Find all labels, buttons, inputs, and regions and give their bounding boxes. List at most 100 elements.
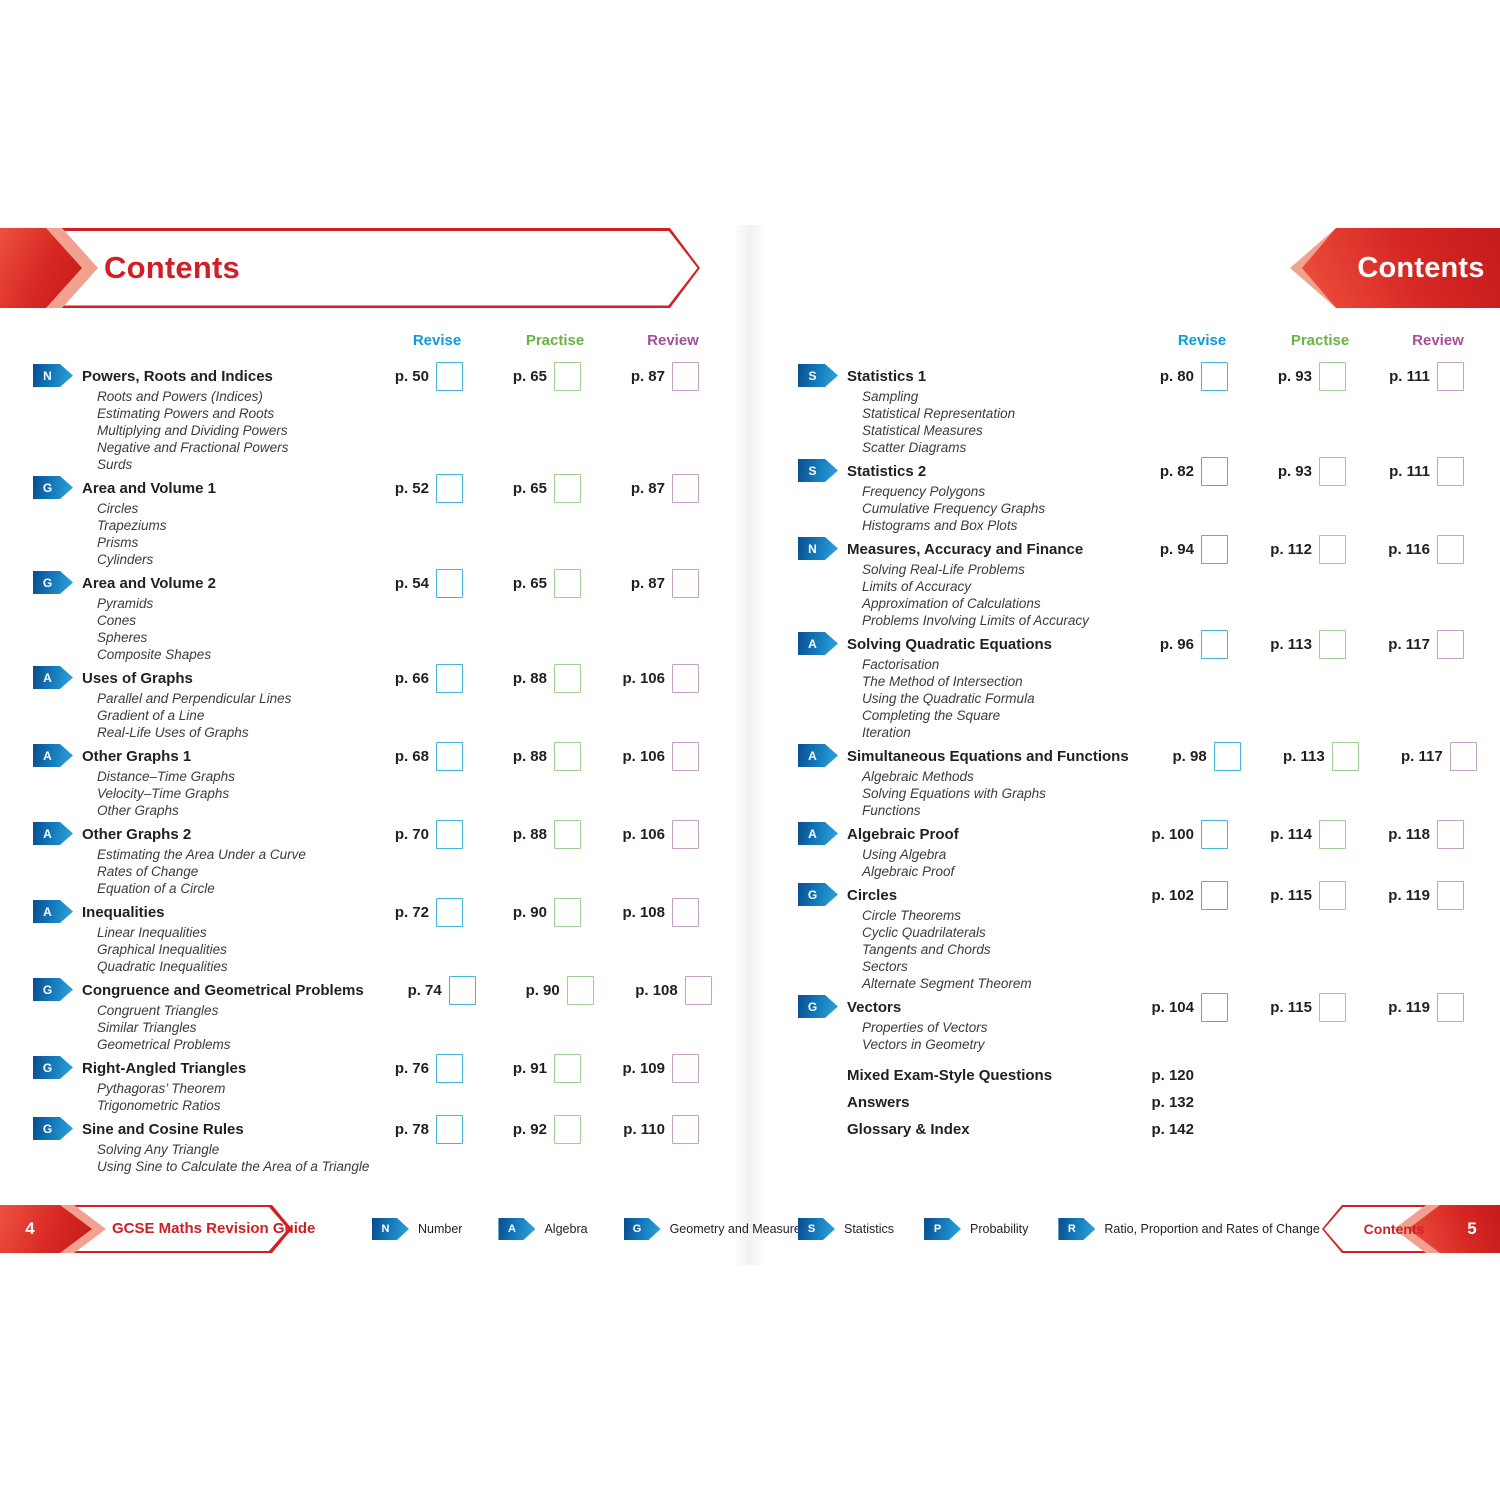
review-checkbox[interactable] [672,473,699,503]
review-checkbox[interactable] [1437,880,1464,910]
review-checkbox[interactable] [1437,629,1464,659]
practise-checkbox[interactable] [1331,741,1359,771]
revise-checkbox[interactable] [1201,456,1228,486]
review-checkbox[interactable] [1437,456,1464,486]
review-checkbox[interactable] [672,1114,699,1144]
page-number: p. 68 [394,747,429,765]
category-badge-a: A [33,822,73,845]
review-checkbox[interactable] [672,1053,699,1083]
review-checkbox[interactable] [672,897,699,927]
practise-page-ref: p. 65 [469,473,587,503]
review-page-ref: p. 106 [587,819,705,849]
toc-entry-head: S Statistics 1 p. 80 p. 93 p. 111 [798,361,1470,391]
toc-subtopic: Circle Theorems [862,908,962,923]
practise-checkbox[interactable] [1319,819,1346,849]
revise-checkbox[interactable] [436,1053,463,1083]
toc-subtopic: Multiplying and Dividing Powers [97,423,288,438]
review-checkbox[interactable] [672,361,699,391]
toc-entry: A Uses of Graphs p. 66 p. 88 p. 106 Parallel … [33,663,705,741]
revise-page-ref: p. 100 [1116,819,1234,849]
revise-checkbox[interactable] [1201,819,1228,849]
review-checkbox[interactable] [1437,992,1464,1022]
practise-checkbox[interactable] [554,473,581,503]
review-checkbox[interactable] [1437,534,1464,564]
revise-page-ref: p. 78 [351,1114,469,1144]
practise-checkbox[interactable] [1319,534,1346,564]
practise-checkbox[interactable] [554,819,581,849]
toc-subtopic: Cumulative Frequency Graphs [862,501,1046,516]
review-checkbox[interactable] [684,975,712,1005]
end-matter-title: Answers [847,1094,910,1111]
practise-page-ref: p. 65 [469,361,587,391]
review-checkbox[interactable] [672,819,699,849]
practise-checkbox[interactable] [566,975,594,1005]
review-checkbox[interactable] [1437,361,1464,391]
toc-subtopics: Pyramids Cones Spheres Composite Shapes [97,595,705,663]
review-checkbox[interactable] [1449,741,1477,771]
review-checkbox[interactable] [672,568,699,598]
toc-subtopics: Parallel and Perpendicular Lines Gradient… [97,690,705,741]
revise-checkbox[interactable] [436,741,463,771]
practise-checkbox[interactable] [554,663,581,693]
left-footer-banner: 4 GCSE Maths Revision Guide [0,1205,315,1253]
toc-subtopics: Roots and Powers (Indices) Estimating Pow… [97,388,705,473]
revise-page-ref: p. 82 [1116,456,1234,486]
toc-subtopic: Functions [862,803,921,818]
page-number: p. 106 [622,669,665,687]
category-badge-a: A [498,1218,536,1240]
practise-checkbox[interactable] [1319,880,1346,910]
page-number: p. 76 [394,1059,429,1077]
practise-checkbox[interactable] [554,1114,581,1144]
practise-checkbox[interactable] [554,361,581,391]
toc-entry-head: A Algebraic Proof p. 100 p. 114 p. 118 [798,819,1470,849]
practise-checkbox[interactable] [554,1053,581,1083]
practise-checkbox[interactable] [554,568,581,598]
practise-checkbox[interactable] [1319,629,1346,659]
end-matter-row: Glossary & Index p. 142 [798,1119,1470,1140]
end-matter-row: Mixed Exam-Style Questions p. 120 [798,1065,1470,1086]
legend-label: Ratio, Proportion and Rates of Change [1104,1222,1320,1236]
practise-checkbox[interactable] [554,741,581,771]
revise-checkbox[interactable] [1201,534,1228,564]
practise-checkbox[interactable] [554,897,581,927]
revise-checkbox[interactable] [436,1114,463,1144]
end-matter-title: Mixed Exam-Style Questions [847,1067,1053,1084]
toc-entry-head: A Simultaneous Equations and Functions p. … [798,741,1477,771]
revise-checkbox[interactable] [1201,992,1228,1022]
review-checkbox[interactable] [672,741,699,771]
toc-subtopic: Sampling [862,389,919,404]
revise-checkbox[interactable] [1201,629,1228,659]
revise-checkbox[interactable] [1201,880,1228,910]
practise-page-ref: p. 88 [469,741,587,771]
revise-checkbox[interactable] [1201,361,1228,391]
revise-checkbox[interactable] [436,568,463,598]
page-number: p. 96 [1159,635,1194,653]
revise-checkbox[interactable] [436,819,463,849]
revise-checkbox[interactable] [1213,741,1241,771]
revise-page-ref: p. 70 [351,819,469,849]
toc-subtopic: Cyclic Quadrilaterals [862,925,986,940]
revise-checkbox[interactable] [448,975,476,1005]
revise-checkbox[interactable] [436,897,463,927]
page-number: p. 65 [512,479,547,497]
page-number: p. 113 [1282,747,1325,765]
review-page-ref: p. 87 [587,473,705,503]
revise-checkbox[interactable] [436,473,463,503]
toc-subtopic: Spheres [97,630,148,645]
practise-checkbox[interactable] [1319,992,1346,1022]
review-checkbox[interactable] [672,663,699,693]
category-badge-n: N [33,364,73,387]
review-checkbox[interactable] [1437,819,1464,849]
practise-checkbox[interactable] [1319,456,1346,486]
page-number: p. 65 [512,574,547,592]
toc-subtopics: Linear Inequalities Graphical Inequalitie… [97,924,705,975]
toc-entry-head: N Measures, Accuracy and Finance p. 94 p. 1… [798,534,1470,564]
toc-subtopic: Cylinders [97,552,154,567]
revise-page-ref: p. 96 [1116,629,1234,659]
revise-checkbox[interactable] [436,361,463,391]
revise-checkbox[interactable] [436,663,463,693]
practise-checkbox[interactable] [1319,361,1346,391]
toc-subtopic: Cones [97,613,137,628]
toc-subtopic: Problems Involving Limits of Accuracy [862,613,1089,628]
